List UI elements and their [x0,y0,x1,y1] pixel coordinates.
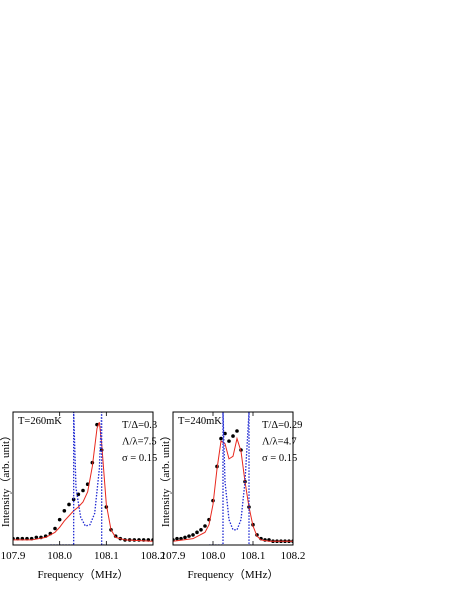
y-axis-label: Intensity（arb. unit） [159,430,172,527]
plot-area [173,412,293,545]
data-point [231,434,235,438]
x-tick-label: 108.1 [94,550,119,562]
x-tick-label: 108.0 [201,550,226,562]
data-point [71,497,76,502]
model-curve [209,412,253,545]
annotation: σ = 0.15 [262,453,297,464]
data-point [137,538,141,542]
data-point [219,436,223,441]
x-tick-label: 107.9 [1,550,26,562]
data-point [195,530,199,535]
x-axis-label: Frequency（MHz） [187,568,278,581]
x-tick-label: 108.2 [141,550,166,562]
annotation: σ = 0.15 [122,453,157,464]
x-tick-label: 107.9 [161,550,186,562]
annotation: T/Δ=0.29 [262,420,302,431]
data-point [199,528,203,532]
axes-frame [172,411,294,546]
axes-frame [12,411,154,546]
data-point [53,526,57,531]
data-point [227,439,231,443]
plot-area [13,412,153,545]
x-tick-label: 108.0 [47,550,72,562]
data-point [57,517,62,522]
annotation: T=260mK [18,416,62,427]
fit-curve [173,436,293,542]
model-curve [50,412,107,545]
data-point [34,535,39,540]
fit-curve [13,421,153,542]
y-axis-label: Intensity（arb. unit） [0,430,12,527]
data-point [235,429,239,433]
data-point [187,534,191,538]
data-point [203,524,207,528]
data-point [175,536,179,541]
annotation: Λ/λ=4.7 [262,437,297,448]
data-point [81,488,85,493]
x-tick-label: 108.2 [281,550,306,562]
annotation: Λ/λ=7.5 [122,437,157,448]
annotation: T=240mK [178,416,222,427]
data-point [183,535,187,540]
panel: 107.9 108.0 108.1 108.2 Frequency（MHz） Intens… [0,411,166,581]
x-tick-label: 108.1 [241,550,266,562]
data-point [191,533,195,537]
data-point [67,502,71,507]
annotation: T/Δ=0.3 [122,420,157,431]
data-point [179,536,183,541]
data-point [62,509,67,513]
x-axis-label: Frequency（MHz） [37,568,128,581]
